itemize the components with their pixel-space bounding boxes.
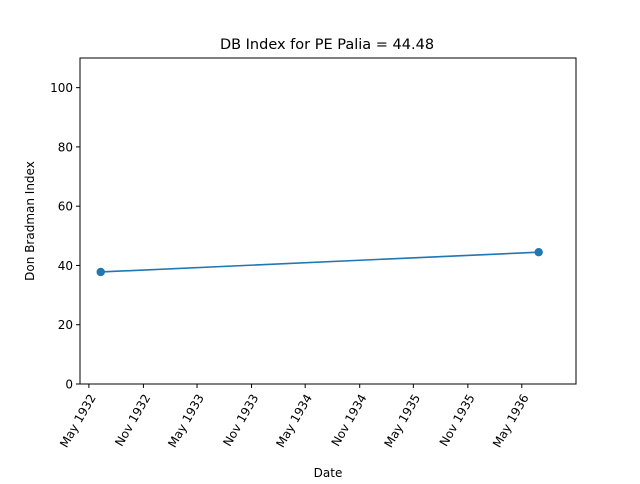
x-axis-label: Date [314,466,343,480]
y-tick-label: 20 [58,318,73,332]
data-point [96,267,105,277]
data-point [534,247,543,257]
y-tick-label: 40 [58,259,73,273]
axes-frame [79,57,577,385]
plot-area [96,247,543,277]
y-axis: 0 20 40 60 80 100 [50,81,80,392]
chart-title: DB Index for PE Palia = 44.48 [220,37,434,53]
y-tick-label: 0 [65,378,73,392]
y-axis-label: Don Bradman Index [23,161,37,281]
series-line [100,251,539,273]
y-tick-label: 80 [58,140,73,154]
y-tick-label: 100 [50,81,73,95]
y-tick-label: 60 [58,200,73,214]
